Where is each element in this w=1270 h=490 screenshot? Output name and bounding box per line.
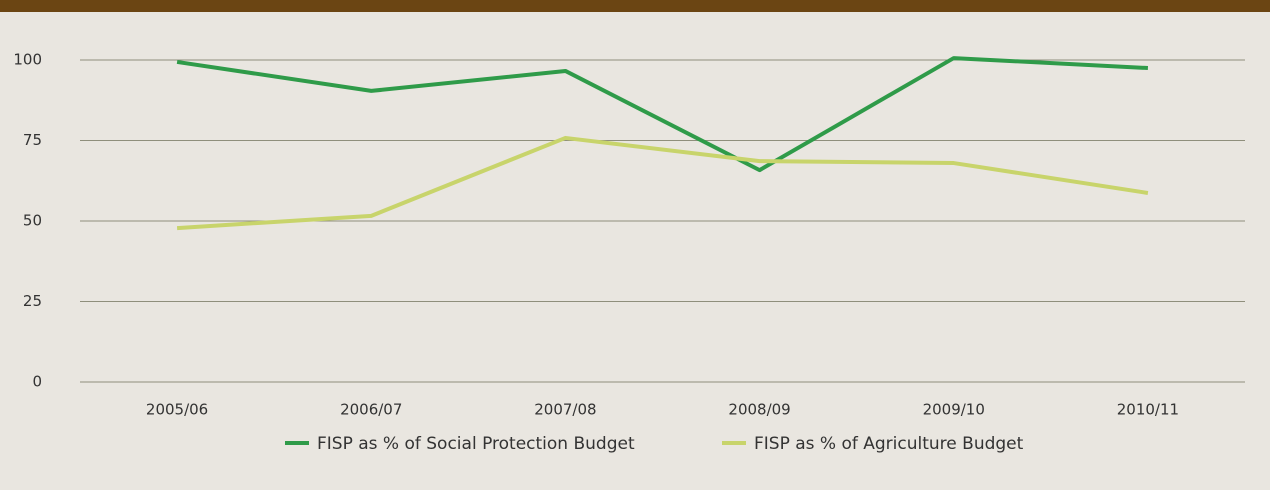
y-tick-label: 0 <box>32 373 42 391</box>
legend-label: FISP as % of Social Protection Budget <box>317 434 635 454</box>
x-tick-label: 2010/11 <box>1117 401 1179 419</box>
x-tick-label: 2009/10 <box>923 401 985 419</box>
y-tick-label: 50 <box>23 212 42 230</box>
legend-label: FISP as % of Agriculture Budget <box>754 434 1024 454</box>
y-tick-label: 100 <box>13 51 42 69</box>
x-tick-label: 2008/09 <box>728 401 790 419</box>
y-tick-label: 75 <box>23 131 42 149</box>
series-line <box>176 56 1149 173</box>
x-tick-label: 2005/06 <box>146 401 208 419</box>
y-tick-label: 25 <box>23 292 42 310</box>
series-line <box>176 135 1149 231</box>
x-tick-label: 2006/07 <box>340 401 402 419</box>
header-bar <box>0 0 1270 12</box>
x-tick-label: 2007/08 <box>534 401 596 419</box>
